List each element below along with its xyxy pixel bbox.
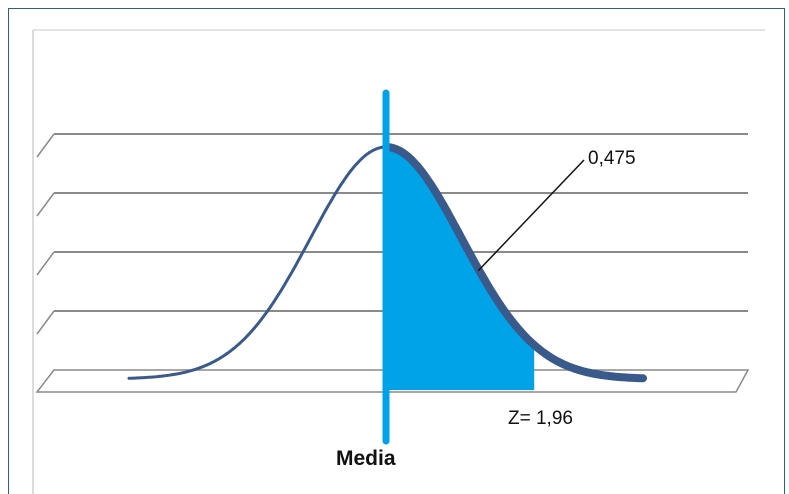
gridline-depth <box>36 251 55 276</box>
z-value-label: Z= 1,96 <box>508 408 573 429</box>
mean-label: Media <box>336 447 396 470</box>
gridline-depth <box>36 133 55 158</box>
curve-left-half <box>127 145 388 380</box>
area-label-leader-line <box>477 159 585 272</box>
area-value-label: 0,475 <box>588 148 636 169</box>
curve-right-half <box>382 143 647 383</box>
gridline-depth <box>36 192 55 217</box>
gridline-depth <box>36 310 55 335</box>
shaded-area <box>386 147 535 390</box>
